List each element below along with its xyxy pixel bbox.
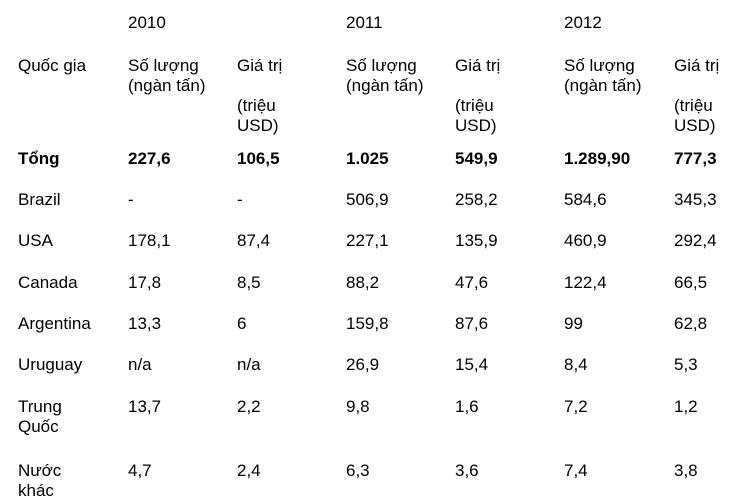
year-2011: 2011 xyxy=(346,13,383,32)
row-brazil-q2012: 584,6 xyxy=(564,190,607,209)
row-uruguay-country: Uruguay xyxy=(18,355,83,374)
row-china-q2011: 9,8 xyxy=(346,397,370,416)
row-usa-v2011: 135,9 xyxy=(455,231,498,250)
row-other-q2012: 7,4 xyxy=(564,461,588,480)
row-brazil-q2010: - xyxy=(128,190,134,209)
row-other-v2010: 2,4 xyxy=(237,461,261,480)
row-brazil-v2011: 258,2 xyxy=(455,190,498,209)
row-canada-v2010: 8,5 xyxy=(237,273,261,292)
row-other-v2012: 3,8 xyxy=(674,461,698,480)
row-total-q2011: 1.025 xyxy=(346,149,389,168)
row-brazil-v2012: 345,3 xyxy=(674,190,717,209)
row-usa-q2011: 227,1 xyxy=(346,231,389,250)
row-canada-v2011: 47,6 xyxy=(455,273,489,292)
row-uruguay-q2011: 26,9 xyxy=(346,355,380,374)
country-header: Quốc gia xyxy=(18,56,87,75)
row-other-v2011: 3,6 xyxy=(455,461,479,480)
row-other-q2010: 4,7 xyxy=(128,461,152,480)
row-brazil-q2011: 506,9 xyxy=(346,190,389,209)
row-argentina-q2012: 99 xyxy=(564,314,583,333)
year-2012: 2012 xyxy=(564,13,602,32)
row-total-q2010: 227,6 xyxy=(128,149,171,168)
row-uruguay-q2010: n/a xyxy=(128,355,152,374)
year-2010: 2010 xyxy=(128,13,166,32)
row-argentina-v2011: 87,6 xyxy=(455,314,489,333)
row-argentina-q2010: 13,3 xyxy=(128,314,162,333)
row-argentina-v2012: 62,8 xyxy=(674,314,708,333)
row-uruguay-v2012: 5,3 xyxy=(674,355,698,374)
row-usa-v2010: 87,4 xyxy=(237,231,271,250)
row-china-q2012: 7,2 xyxy=(564,397,588,416)
row-china-v2012: 1,2 xyxy=(674,397,698,416)
row-canada-country: Canada xyxy=(18,273,78,292)
row-canada-q2012: 122,4 xyxy=(564,273,607,292)
row-total-v2011: 549,9 xyxy=(455,149,498,168)
row-total-v2010: 106,5 xyxy=(237,149,280,168)
row-argentina-country: Argentina xyxy=(18,314,91,333)
value-header-2010: Giá trị (triệu USD) xyxy=(237,56,283,135)
row-china-v2011: 1,6 xyxy=(455,397,479,416)
row-other-country: Nước khác xyxy=(18,461,62,500)
value-header-2012: Giá trị (triệu USD) xyxy=(674,56,720,135)
row-total-v2012: 777,3 xyxy=(674,149,717,168)
row-usa-v2012: 292,4 xyxy=(674,231,717,250)
row-canada-q2011: 88,2 xyxy=(346,273,380,292)
row-china-country: Trung Quốc xyxy=(18,397,62,436)
row-canada-v2012: 66,5 xyxy=(674,273,708,292)
row-brazil-country: Brazil xyxy=(18,190,61,209)
row-other-q2011: 6,3 xyxy=(346,461,370,480)
row-argentina-q2011: 159,8 xyxy=(346,314,389,333)
row-canada-q2010: 17,8 xyxy=(128,273,162,292)
quantity-header-2010: Số lượng (ngàn tấn) xyxy=(128,56,206,95)
row-uruguay-v2010: n/a xyxy=(237,355,261,374)
row-usa-country: USA xyxy=(18,231,53,250)
row-usa-q2012: 460,9 xyxy=(564,231,607,250)
row-uruguay-q2012: 8,4 xyxy=(564,355,588,374)
row-china-q2010: 13,7 xyxy=(128,397,162,416)
row-china-v2010: 2,2 xyxy=(237,397,261,416)
quantity-header-2011: Số lượng (ngàn tấn) xyxy=(346,56,424,95)
row-usa-q2010: 178,1 xyxy=(128,231,171,250)
value-header-2011: Giá trị (triệu USD) xyxy=(455,56,501,135)
row-total-country: Tổng xyxy=(18,149,60,168)
quantity-header-2012: Số lượng (ngàn tấn) xyxy=(564,56,642,95)
row-brazil-v2010: - xyxy=(237,190,243,209)
row-uruguay-v2011: 15,4 xyxy=(455,355,489,374)
row-total-q2012: 1.289,90 xyxy=(564,149,631,168)
row-argentina-v2010: 6 xyxy=(237,314,247,333)
